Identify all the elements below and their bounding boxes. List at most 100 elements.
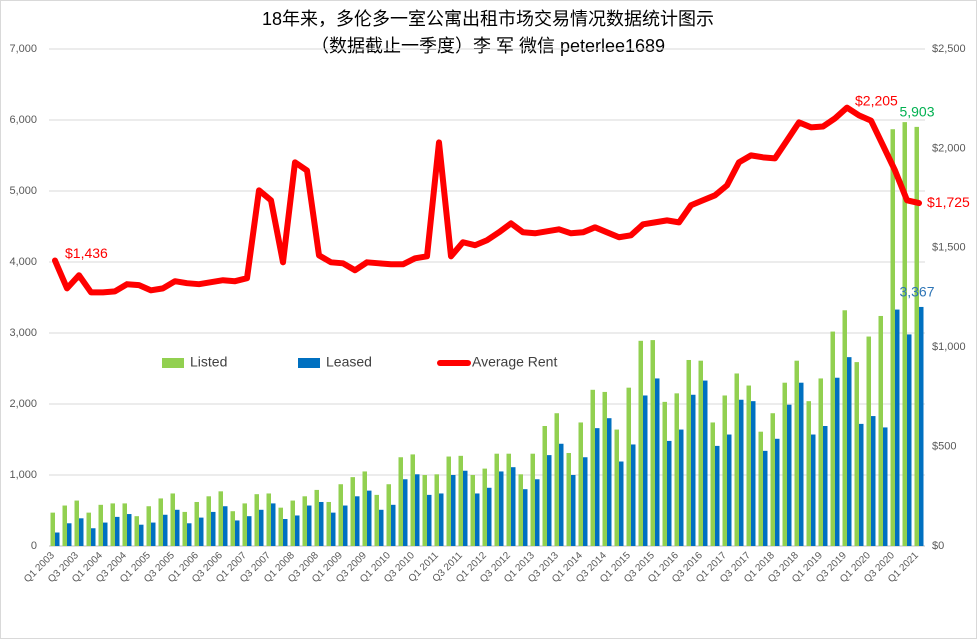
bar — [643, 395, 648, 546]
bar — [343, 505, 348, 546]
bar — [50, 512, 55, 546]
bar — [470, 475, 475, 546]
chart-subtitle: （数据截止一季度）李 军 微信 peterlee1689 — [311, 36, 665, 56]
bar — [302, 496, 307, 546]
bar — [319, 501, 324, 546]
bar — [842, 310, 847, 546]
bar — [806, 401, 811, 546]
bar — [782, 382, 787, 546]
bar — [278, 507, 283, 546]
bar — [266, 493, 271, 546]
bar — [338, 484, 343, 546]
bar — [475, 493, 480, 546]
bar — [578, 422, 583, 546]
bar — [127, 514, 132, 546]
data-label: 3,367 — [899, 284, 934, 300]
bar — [295, 515, 300, 546]
bar — [907, 334, 912, 546]
y2-tick-label: $0 — [932, 540, 944, 552]
bar — [350, 477, 355, 546]
bar — [199, 517, 204, 546]
data-label: 5,903 — [899, 104, 934, 120]
y-tick-label: 1,000 — [9, 469, 37, 481]
bar — [331, 512, 336, 546]
bar — [259, 509, 264, 546]
bar — [422, 475, 427, 546]
bar — [271, 503, 276, 546]
bar — [367, 490, 372, 546]
bar — [895, 309, 900, 546]
legend-swatch — [162, 358, 184, 368]
bar — [559, 443, 564, 546]
bar — [727, 434, 732, 546]
bar — [751, 401, 756, 546]
bar — [410, 454, 415, 546]
y-tick-label: 3,000 — [9, 327, 37, 339]
y2-tick-label: $1,000 — [932, 341, 966, 353]
bar — [799, 382, 804, 546]
bar — [194, 501, 199, 546]
bar — [163, 514, 168, 546]
bar — [667, 440, 672, 546]
bar — [386, 484, 391, 546]
bar — [235, 520, 240, 546]
y2-tick-label: $1,500 — [932, 242, 966, 254]
bar — [847, 357, 852, 546]
bar — [535, 479, 540, 546]
bar — [571, 475, 576, 546]
bar — [679, 429, 684, 546]
bar — [626, 387, 631, 546]
bar — [614, 429, 619, 546]
bar — [655, 378, 660, 546]
bar — [566, 452, 571, 546]
bar — [746, 385, 751, 546]
bar — [482, 468, 487, 546]
legend-label: Leased — [326, 354, 372, 370]
bar — [631, 444, 636, 546]
bar — [794, 360, 799, 546]
bar — [722, 395, 727, 546]
bar — [67, 523, 72, 546]
legend-label: Listed — [190, 354, 227, 370]
bar — [115, 516, 120, 546]
data-label: $1,436 — [65, 245, 108, 261]
chart-title: 18年来，多伦多一室公寓出租市场交易情况数据统计图示 — [262, 9, 714, 29]
data-label: $1,725 — [927, 194, 970, 210]
bar — [446, 456, 451, 546]
bar — [55, 532, 60, 546]
line — [52, 104, 922, 296]
bar — [890, 129, 895, 547]
bar — [919, 306, 924, 546]
bar — [230, 511, 235, 546]
bar — [79, 518, 84, 546]
y-tick-label: 0 — [31, 540, 37, 552]
bar — [506, 453, 511, 546]
bar — [187, 523, 192, 546]
bar — [139, 524, 144, 546]
bar — [254, 494, 259, 546]
bar — [602, 391, 607, 546]
bar — [715, 445, 720, 546]
bar — [883, 427, 888, 546]
bar — [283, 519, 288, 546]
bar — [307, 505, 312, 546]
y-tick-label: 2,000 — [9, 398, 37, 410]
bar — [398, 457, 403, 546]
bar — [787, 404, 792, 546]
bar — [74, 500, 79, 546]
bar — [175, 509, 180, 546]
bar — [434, 474, 439, 546]
bar — [818, 378, 823, 546]
bar — [218, 491, 223, 546]
y2-tick-label: $2,000 — [932, 142, 966, 154]
bar — [223, 506, 228, 546]
bar — [914, 126, 919, 547]
bar — [451, 475, 456, 546]
bar — [650, 340, 655, 546]
bar — [158, 498, 163, 546]
bar — [62, 505, 67, 546]
bar — [86, 512, 91, 546]
bar — [595, 428, 600, 546]
y2-tick-label: $2,500 — [932, 43, 966, 55]
